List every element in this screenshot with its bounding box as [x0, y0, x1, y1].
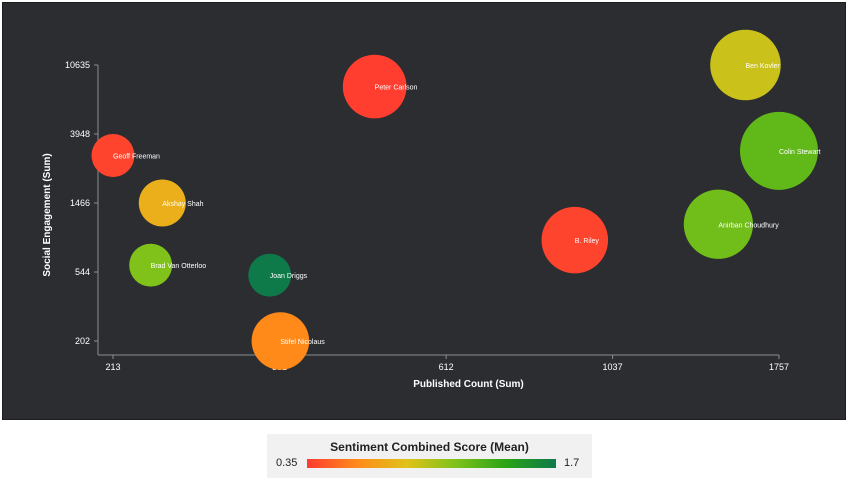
x-tick-label: 1757: [769, 362, 789, 372]
chart-panel: 202544146639481063521336161210371757 Geo…: [2, 2, 846, 420]
bubble-colin-stewart[interactable]: [740, 111, 818, 190]
bubble-akshay-shah[interactable]: [138, 179, 186, 227]
bubble-b-riley[interactable]: [541, 206, 609, 274]
x-tick-label: 612: [439, 362, 454, 372]
bubble-anirban-choudhury[interactable]: [683, 189, 754, 259]
legend-min-label: 0.35: [276, 457, 298, 469]
bubble-peter-carlson[interactable]: [342, 54, 407, 119]
bubble-stifel-nicolaus[interactable]: [251, 312, 310, 370]
y-axis-title: Social Engagement (Sum): [42, 153, 53, 276]
x-axis-title: Published Count (Sum): [413, 379, 524, 390]
bubble-geoff-freeman[interactable]: [91, 134, 135, 177]
y-tick-label: 3948: [70, 129, 90, 139]
y-tick-label: 544: [75, 267, 90, 277]
y-tick-label: 202: [75, 336, 90, 346]
bubble-label: Colin Stewart: [779, 149, 821, 156]
bubble-chart: 202544146639481063521336161210371757 Geo…: [42, 29, 821, 390]
bubble-ben-kovler[interactable]: [710, 29, 781, 101]
bubble-label: Ben Kovler: [745, 63, 780, 70]
bubble-label: Akshay Shah: [162, 201, 203, 208]
bubble-label: Brad Van Otterloo: [151, 263, 207, 270]
y-tick-label: 1466: [70, 198, 90, 208]
x-tick-label: 1037: [603, 362, 623, 372]
bubble-joan-driggs[interactable]: [248, 253, 292, 297]
bubble-label: Stifel Nicolaus: [280, 339, 325, 346]
y-tick-label: 10635: [65, 60, 90, 70]
color-legend: Sentiment Combined Score (Mean) 0.35 1.7: [267, 434, 592, 478]
bubble-label: B. Riley: [575, 238, 600, 245]
legend-gradient-bar: [307, 459, 556, 468]
bubble-label: Anirban Choudhury: [718, 222, 779, 229]
bubble-label: Joan Driggs: [270, 273, 308, 280]
x-tick-label: 213: [105, 362, 120, 372]
bubble-label: Peter Carlson: [375, 85, 418, 92]
legend-max-label: 1.7: [564, 457, 580, 469]
bubble-label: Geoff Freeman: [113, 153, 160, 160]
legend-title: Sentiment Combined Score (Mean): [330, 440, 529, 454]
bubble-brad-van-otterloo[interactable]: [129, 243, 173, 287]
